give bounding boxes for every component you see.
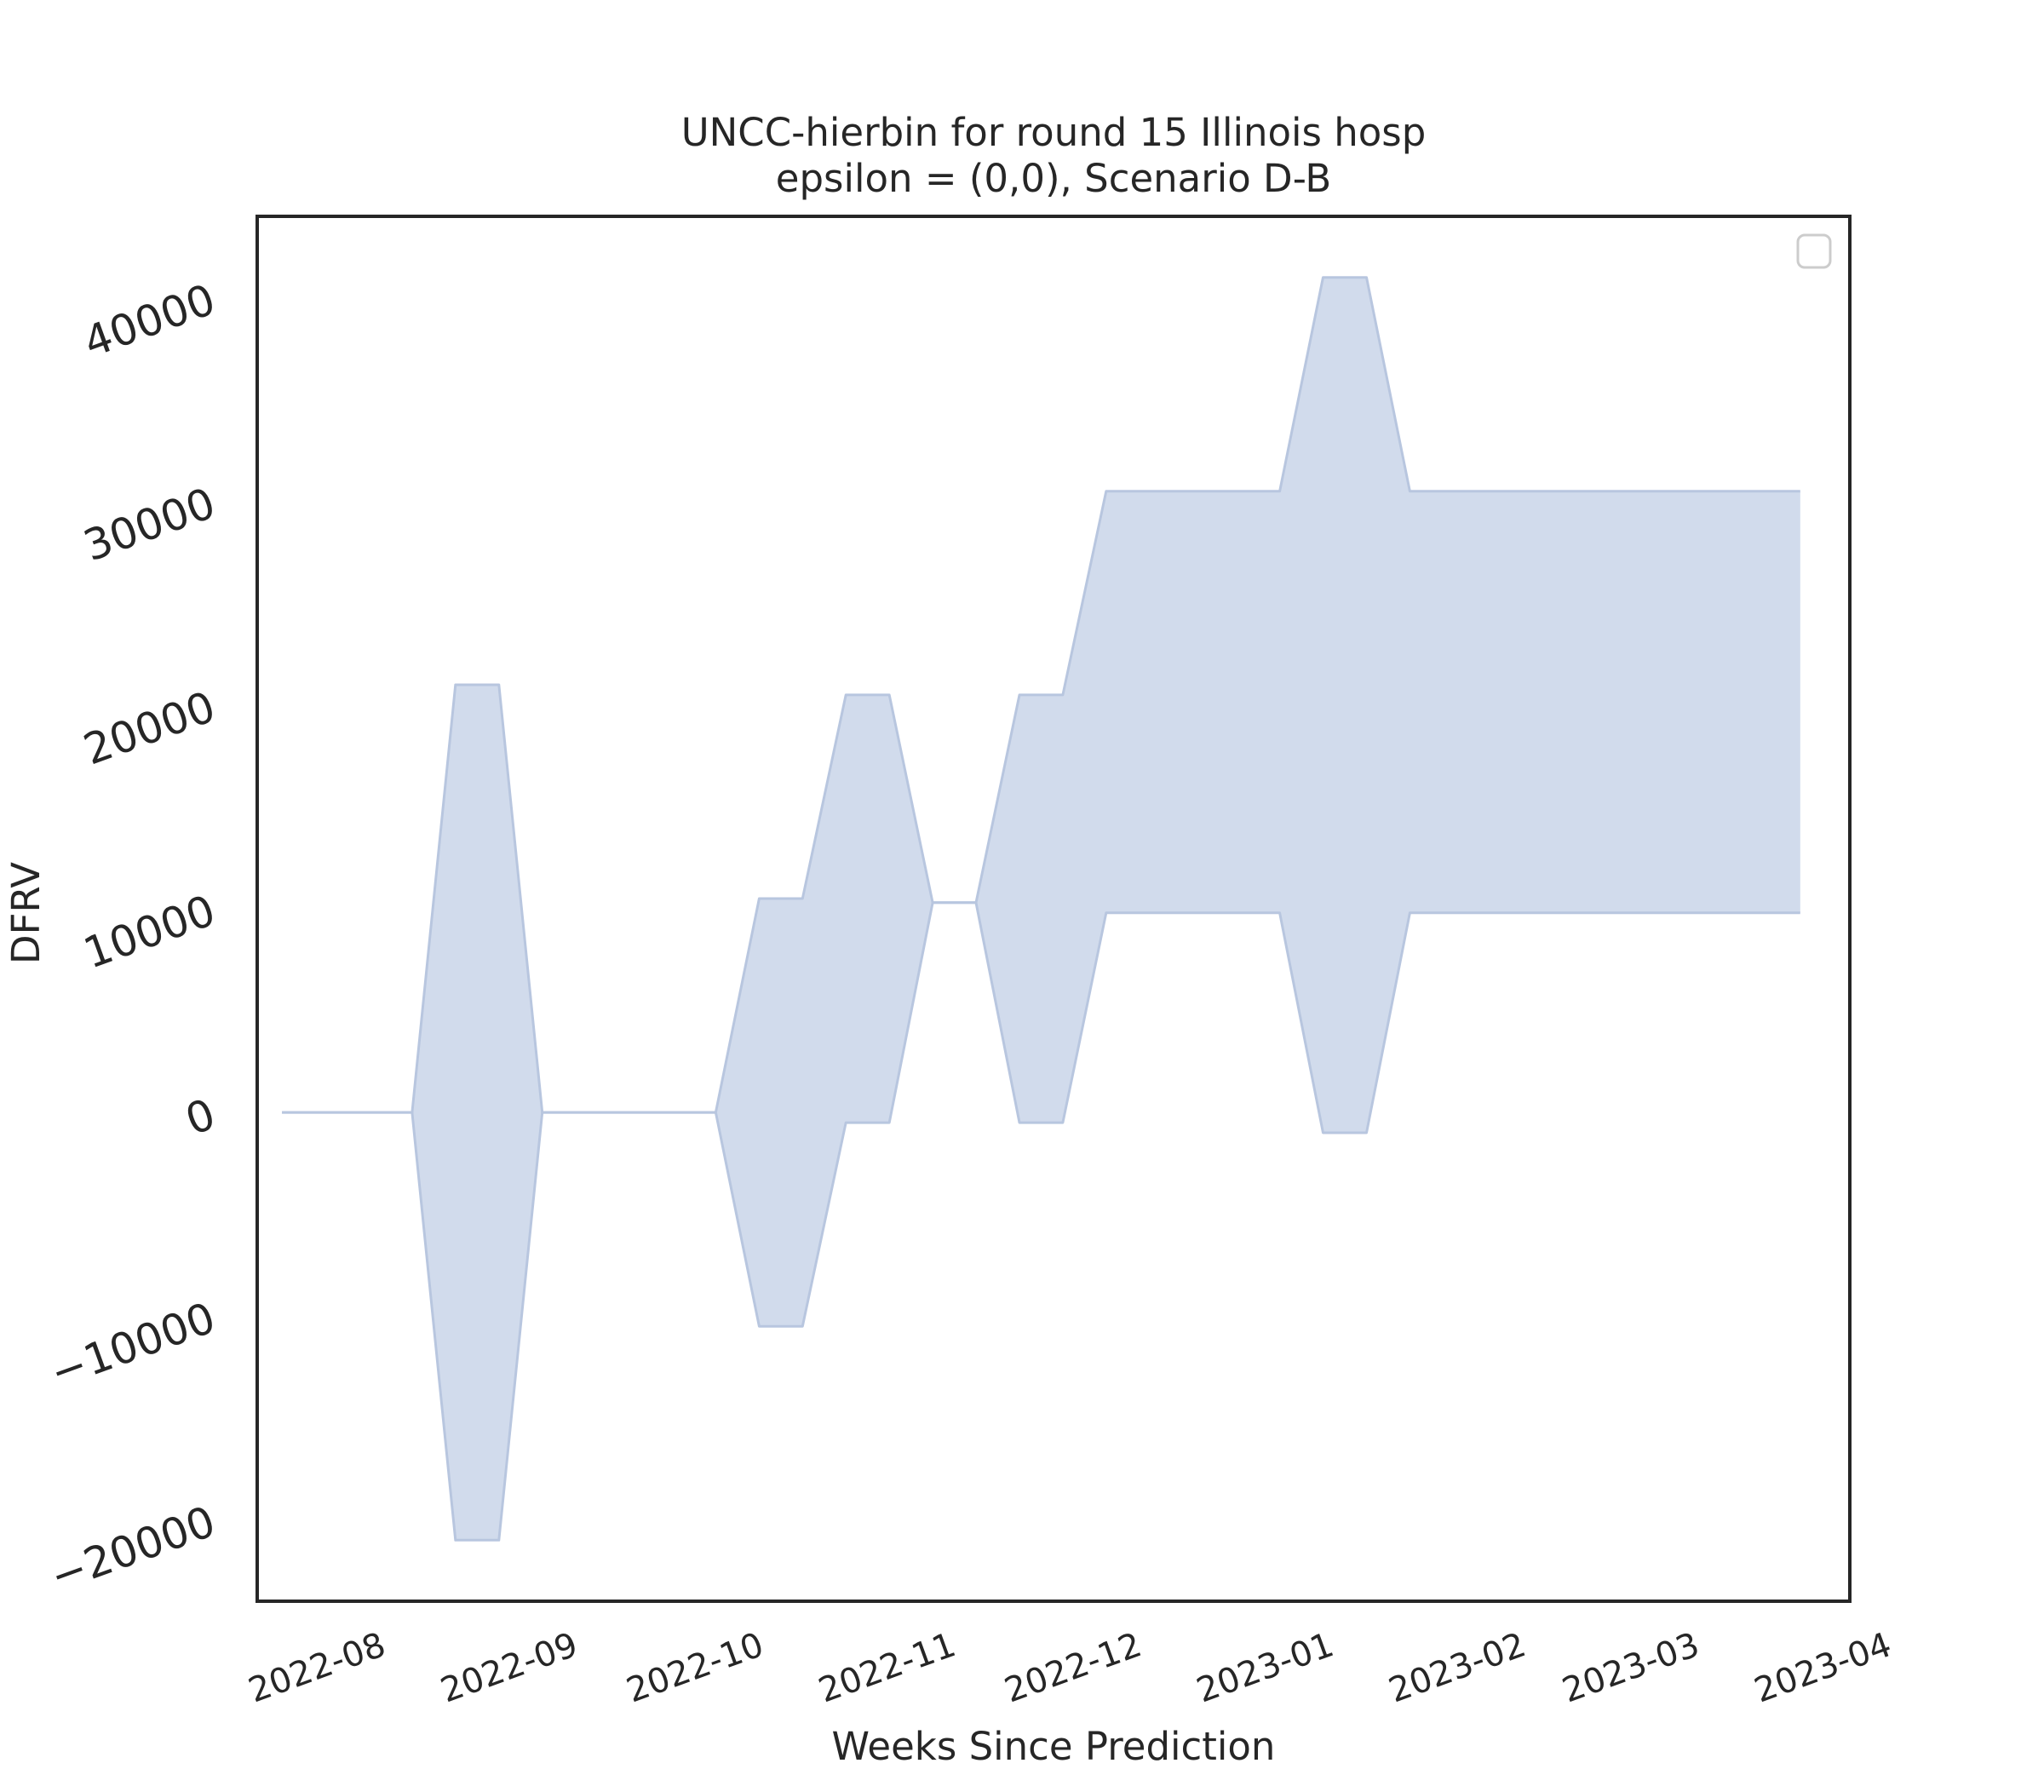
y-axis-label: DFRV (3, 862, 49, 964)
band-lower-line-0 (282, 901, 1800, 1542)
x-axis-label: Weeks Since Prediction (832, 1724, 1276, 1769)
legend-box (1796, 233, 1832, 269)
chart-subtitle: epsilon = (0,0), Scenario D-B (776, 156, 1331, 201)
plot-frame (256, 215, 1852, 1603)
band-area-0 (282, 277, 1800, 1541)
chart-title: UNCC-hierbin for round 15 Illinois hosp (681, 110, 1427, 155)
data-layer (282, 276, 1800, 1542)
